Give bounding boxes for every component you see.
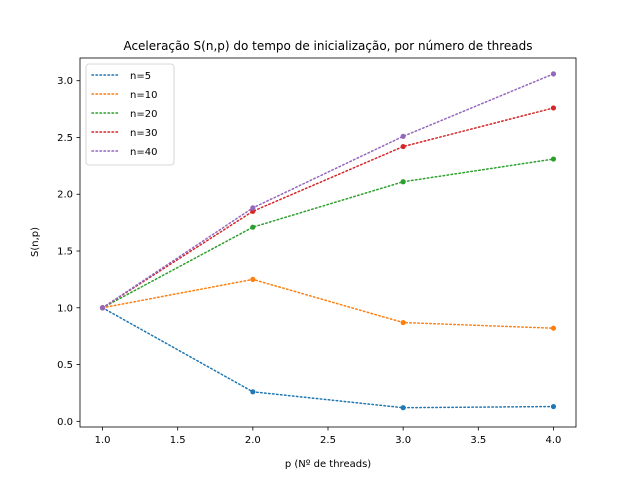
legend-label: n=10 xyxy=(130,90,157,101)
y-tick-label: 0.0 xyxy=(57,417,73,428)
series-line-n=30 xyxy=(101,107,555,309)
data-point-n=30-2 xyxy=(400,143,406,150)
series-line-n=40 xyxy=(101,73,555,309)
y-tick-label: 2.5 xyxy=(57,133,73,144)
legend-label: n=30 xyxy=(130,128,157,139)
x-tick-label: 3.5 xyxy=(470,435,486,446)
data-point-n=10-3 xyxy=(550,325,557,331)
y-tick-label: 0.5 xyxy=(57,360,73,371)
legend-box xyxy=(85,63,175,166)
x-tick-label: 4.0 xyxy=(546,435,562,446)
data-point-n=40-2 xyxy=(400,133,406,139)
data-point-n=5-3 xyxy=(550,403,557,410)
data-point-n=5-2 xyxy=(400,405,406,411)
data-point-n=10-2 xyxy=(400,319,406,326)
y-tick-label: 1.0 xyxy=(57,303,73,314)
series-line-n=20 xyxy=(101,158,555,309)
y-tick-label: 2.0 xyxy=(57,190,73,201)
x-tick-label: 1.0 xyxy=(95,435,111,446)
y-tick-label: 3.0 xyxy=(57,76,73,87)
data-point-n=20-3 xyxy=(550,156,557,162)
data-point-n=10-1 xyxy=(250,276,256,282)
x-tick-label: 2.5 xyxy=(320,435,336,446)
legend-label: n=5 xyxy=(130,71,151,82)
y-axis-label: S(n,p) xyxy=(30,227,41,257)
series-line-n=5 xyxy=(101,307,555,409)
data-point-n=5-1 xyxy=(250,389,256,395)
legend: n=5 n=10 n=20 n=30 n=40 xyxy=(85,63,175,166)
data-point-n=20-1 xyxy=(250,224,256,230)
chart-title: Aceleração S(n,p) do tempo de inicializa… xyxy=(123,39,532,53)
data-point-n=40-0 xyxy=(99,305,106,311)
x-tick-label: 1.5 xyxy=(170,435,186,446)
x-tick-label: 2.0 xyxy=(245,435,261,446)
series-line-n=10 xyxy=(101,278,555,329)
plot-area: 1.0 1.5 2.0 2.5 3.0 3.5 4.0 0.0 0.5 1.0 1.5 2.0 2.5 3… xyxy=(57,57,577,446)
data-point-n=40-3 xyxy=(550,71,557,77)
data-point-n=40-1 xyxy=(250,205,256,211)
x-axis-label: p (Nº de threads) xyxy=(285,459,371,470)
x-tick-label: 3.0 xyxy=(395,435,411,446)
y-tick-label: 1.5 xyxy=(57,247,73,258)
data-point-n=30-3 xyxy=(550,105,557,111)
legend-label: n=20 xyxy=(130,109,157,120)
data-point-n=20-2 xyxy=(400,179,406,185)
legend-label: n=40 xyxy=(130,147,157,158)
